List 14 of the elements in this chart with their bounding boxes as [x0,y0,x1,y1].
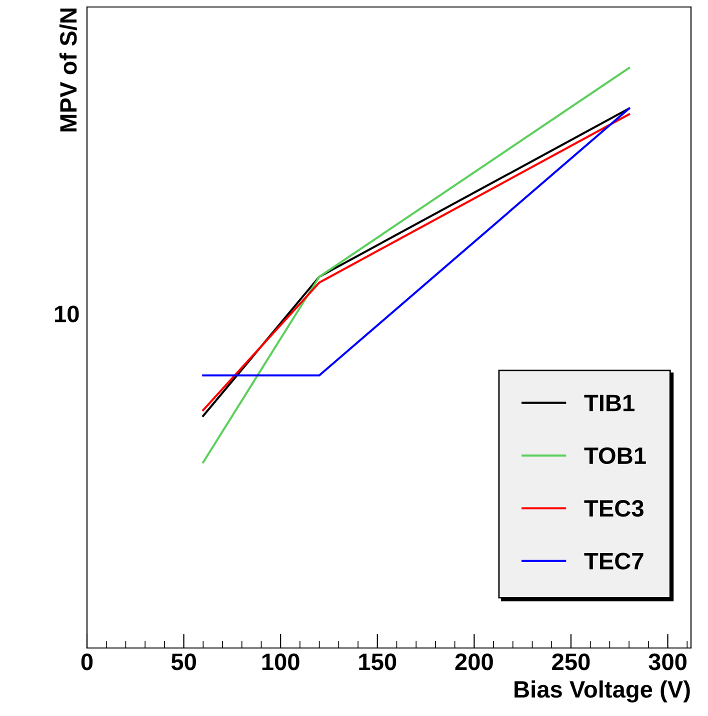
x-tick-label: 50 [171,653,196,670]
x-axis-title: Bias Voltage (V) [514,680,690,703]
y-axis-title: MPV of S/N [59,8,78,132]
x-tick-label: 300 [648,653,686,670]
x-tick-label: 250 [552,653,590,670]
legend-label: TEC3 [584,500,644,517]
text: 10 [54,306,79,322]
x-tick-label: 100 [262,653,300,670]
x-tick-label: 150 [359,653,396,670]
x-tick-label: 0 [81,653,93,670]
legend-label: TOB1 [584,447,646,464]
x-tick-label: 200 [455,653,493,670]
legend-label: TEC7 [584,552,644,570]
legend-label: TIB1 [584,394,634,412]
